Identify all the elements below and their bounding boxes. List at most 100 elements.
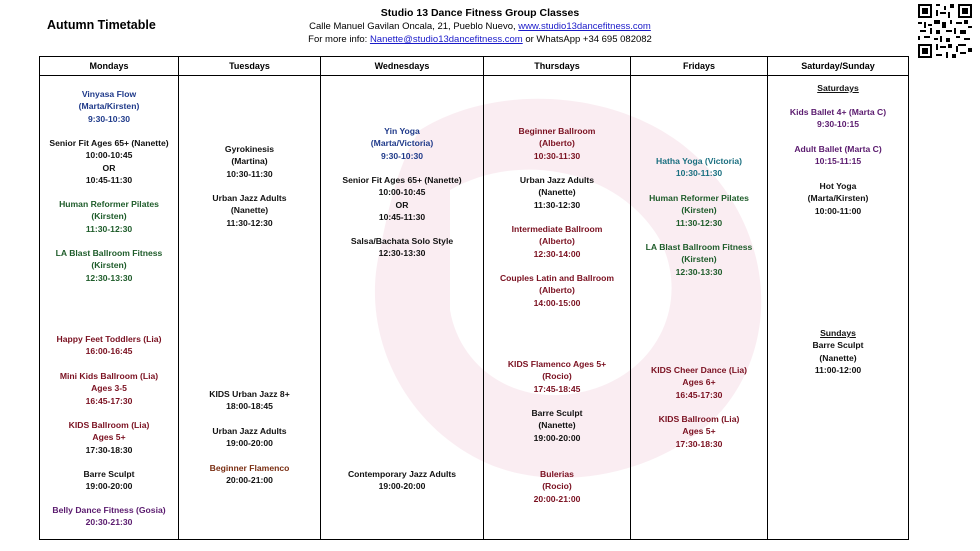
class-title: Intermediate Ballroom: [511, 224, 603, 234]
class-title: KIDS Ballroom (Lia): [658, 414, 740, 424]
class-barre-sculpt: Barre Sculpt 19:00-20:00: [40, 468, 178, 493]
class-teacher: (Rocio): [542, 481, 572, 492]
email-link[interactable]: Nanette@studio13dancefitness.com: [369, 34, 523, 45]
class-title: Beginner Ballroom: [518, 126, 596, 136]
info-prefix: For more info:: [308, 34, 368, 45]
qr-code-icon[interactable]: [918, 4, 972, 58]
class-couples-latin-ballroom: Couples Latin and Ballroom (Alberto) 14:…: [484, 272, 630, 309]
class-title: Barre Sculpt: [812, 340, 864, 351]
class-time: 20:30-21:30: [85, 517, 133, 528]
class-kids-ballroom: KIDS Ballroom (Lia) Ages 5+ 17:30-18:30: [40, 419, 178, 456]
class-time: 10:00-11:00: [814, 205, 862, 216]
header: Studio 13 Dance Fitness Group Classes Ca…: [290, 7, 670, 46]
saturdays-heading: Saturdays: [768, 82, 908, 94]
saturdays-label: Saturdays: [817, 83, 859, 93]
class-beginner-flamenco: Beginner Flamenco 20:00-21:00: [179, 462, 320, 487]
class-time: 17:45-18:45: [533, 383, 581, 394]
class-ages: Ages 3-5: [91, 383, 127, 394]
column-wednesdays: Wednesdays Yin Yoga (Marta/Victoria) 9:3…: [321, 57, 484, 539]
class-title: LA Blast Ballroom Fitness: [645, 242, 753, 252]
class-title: Urban Jazz Adults: [212, 426, 287, 436]
class-teacher: (Kirsten): [91, 211, 127, 222]
class-time: 9:30-10:30: [380, 150, 424, 161]
class-title: Human Reformer Pilates: [649, 193, 749, 203]
class-title: Beginner Flamenco: [209, 463, 290, 473]
class-teacher: (Alberto): [539, 285, 575, 296]
class-teacher: (Kirsten): [681, 205, 717, 216]
class-happy-feet: Happy Feet Toddlers (Lia) 16:00-16:45: [40, 333, 178, 358]
class-title: Vinyasa Flow: [81, 89, 137, 99]
class-time: 14:00-15:00: [533, 297, 581, 308]
timetable: Mondays Vinyasa Flow (Marta/Kirsten) 9:3…: [39, 56, 909, 540]
class-teacher: (Marta/Victoria): [370, 138, 434, 149]
class-time: 11:30-12:30: [533, 199, 581, 210]
day-header-fridays: Fridays: [631, 57, 767, 76]
class-title: KIDS Cheer Dance (Lia): [651, 365, 747, 375]
class-time: 19:00-20:00: [378, 481, 426, 492]
class-title: Kids Ballet 4+ (Marta C): [789, 107, 887, 117]
class-time: 9:30-10:15: [816, 119, 860, 130]
studio-name: Studio 13 Dance Fitness Group Classes: [380, 7, 580, 19]
class-title: Bulerias: [540, 469, 574, 479]
class-title: Contemporary Jazz Adults: [347, 469, 457, 479]
class-time: 17:30-18:30: [675, 438, 723, 449]
class-time: 19:00-20:00: [85, 481, 133, 492]
class-title: KIDS Flamenco Ages 5+: [507, 359, 607, 369]
class-time: 12:30-14:00: [533, 248, 581, 259]
class-time: 10:45-11:30: [378, 211, 426, 222]
day-header-thursdays: Thursdays: [484, 57, 630, 76]
class-time: 18:00-18:45: [226, 401, 273, 412]
class-time: 16:00-16:45: [85, 346, 133, 357]
day-header-tuesdays: Tuesdays: [179, 57, 320, 76]
class-title: Happy Feet Toddlers (Lia): [56, 334, 162, 344]
class-contemporary-jazz: Contemporary Jazz Adults 19:00-20:00: [321, 468, 483, 493]
class-time: 10:30-11:30: [675, 168, 723, 179]
class-time: 9:30-10:30: [87, 113, 131, 124]
day-header-wednesdays: Wednesdays: [321, 57, 483, 76]
class-title: Human Reformer Pilates: [59, 199, 159, 209]
address: Calle Manuel Gavilan Oncala, 21, Pueblo …: [309, 21, 516, 32]
class-title: Hot Yoga: [819, 181, 857, 191]
class-beginner-ballroom: Beginner Ballroom (Alberto) 10:30-11:30: [484, 125, 630, 162]
class-title: Yin Yoga: [384, 126, 420, 136]
class-title: LA Blast Ballroom Fitness: [55, 248, 163, 258]
class-ages: Ages 5+: [682, 426, 716, 437]
sundays-label: Sundays: [820, 328, 856, 338]
column-thursdays: Thursdays Beginner Ballroom (Alberto) 10…: [484, 57, 631, 539]
class-title: Urban Jazz Adults: [519, 175, 595, 185]
class-ages: Ages 5+: [92, 432, 126, 443]
class-time: 17:30-18:30: [85, 444, 133, 455]
class-kids-ballroom: KIDS Ballroom (Lia) Ages 5+ 17:30-18:30: [631, 413, 767, 450]
class-time: 10:00-10:45: [378, 187, 426, 198]
class-hot-yoga: Hot Yoga (Marta/Kirsten) 10:00-11:00: [768, 180, 908, 217]
class-title: Urban Jazz Adults: [212, 193, 287, 203]
class-time: 10:30-11:30: [533, 150, 581, 161]
class-senior-fit: Senior Fit Ages 65+ (Nanette) 10:00-10:4…: [321, 174, 483, 223]
class-title: Senior Fit Ages 65+ (Nanette): [342, 175, 462, 185]
class-teacher: (Kirsten): [91, 260, 127, 271]
class-time: 19:00-20:00: [226, 438, 273, 449]
class-title: Gyrokinesis: [224, 144, 275, 154]
class-intermediate-ballroom: Intermediate Ballroom (Alberto) 12:30-14…: [484, 223, 630, 260]
class-title: Hatha Yoga (Victoria): [656, 156, 742, 166]
class-belly-dance: Belly Dance Fitness (Gosia) 20:30-21:30: [40, 504, 178, 529]
class-salsa-bachata: Salsa/Bachata Solo Style 12:30-13:30: [321, 235, 483, 260]
class-time: 16:45-17:30: [85, 395, 133, 406]
class-ages: Ages 6+: [682, 377, 716, 388]
class-title: Couples Latin and Ballroom: [499, 273, 615, 283]
class-adult-ballet: Adult Ballet (Marta C) 10:15-11:15: [768, 143, 908, 168]
class-teacher: (Alberto): [539, 138, 575, 149]
website-link[interactable]: www.studio13dancefitness.com: [518, 21, 651, 32]
class-time: 12:30-13:30: [675, 266, 723, 277]
day-header-mondays: Mondays: [40, 57, 178, 76]
class-urban-jazz-adults-evening: Urban Jazz Adults 19:00-20:00: [179, 425, 320, 450]
class-teacher: (Kirsten): [681, 254, 717, 265]
class-time: 10:15-11:15: [814, 156, 862, 167]
class-time: 16:45-17:30: [675, 389, 723, 400]
class-teacher: (Martina): [231, 156, 268, 167]
class-teacher: (Nanette): [538, 420, 576, 431]
class-title: Belly Dance Fitness (Gosia): [52, 505, 166, 515]
class-kids-ballet: Kids Ballet 4+ (Marta C) 9:30-10:15: [768, 106, 908, 131]
class-time: 12:30-13:30: [85, 272, 133, 283]
page-title: Autumn Timetable: [47, 18, 156, 32]
